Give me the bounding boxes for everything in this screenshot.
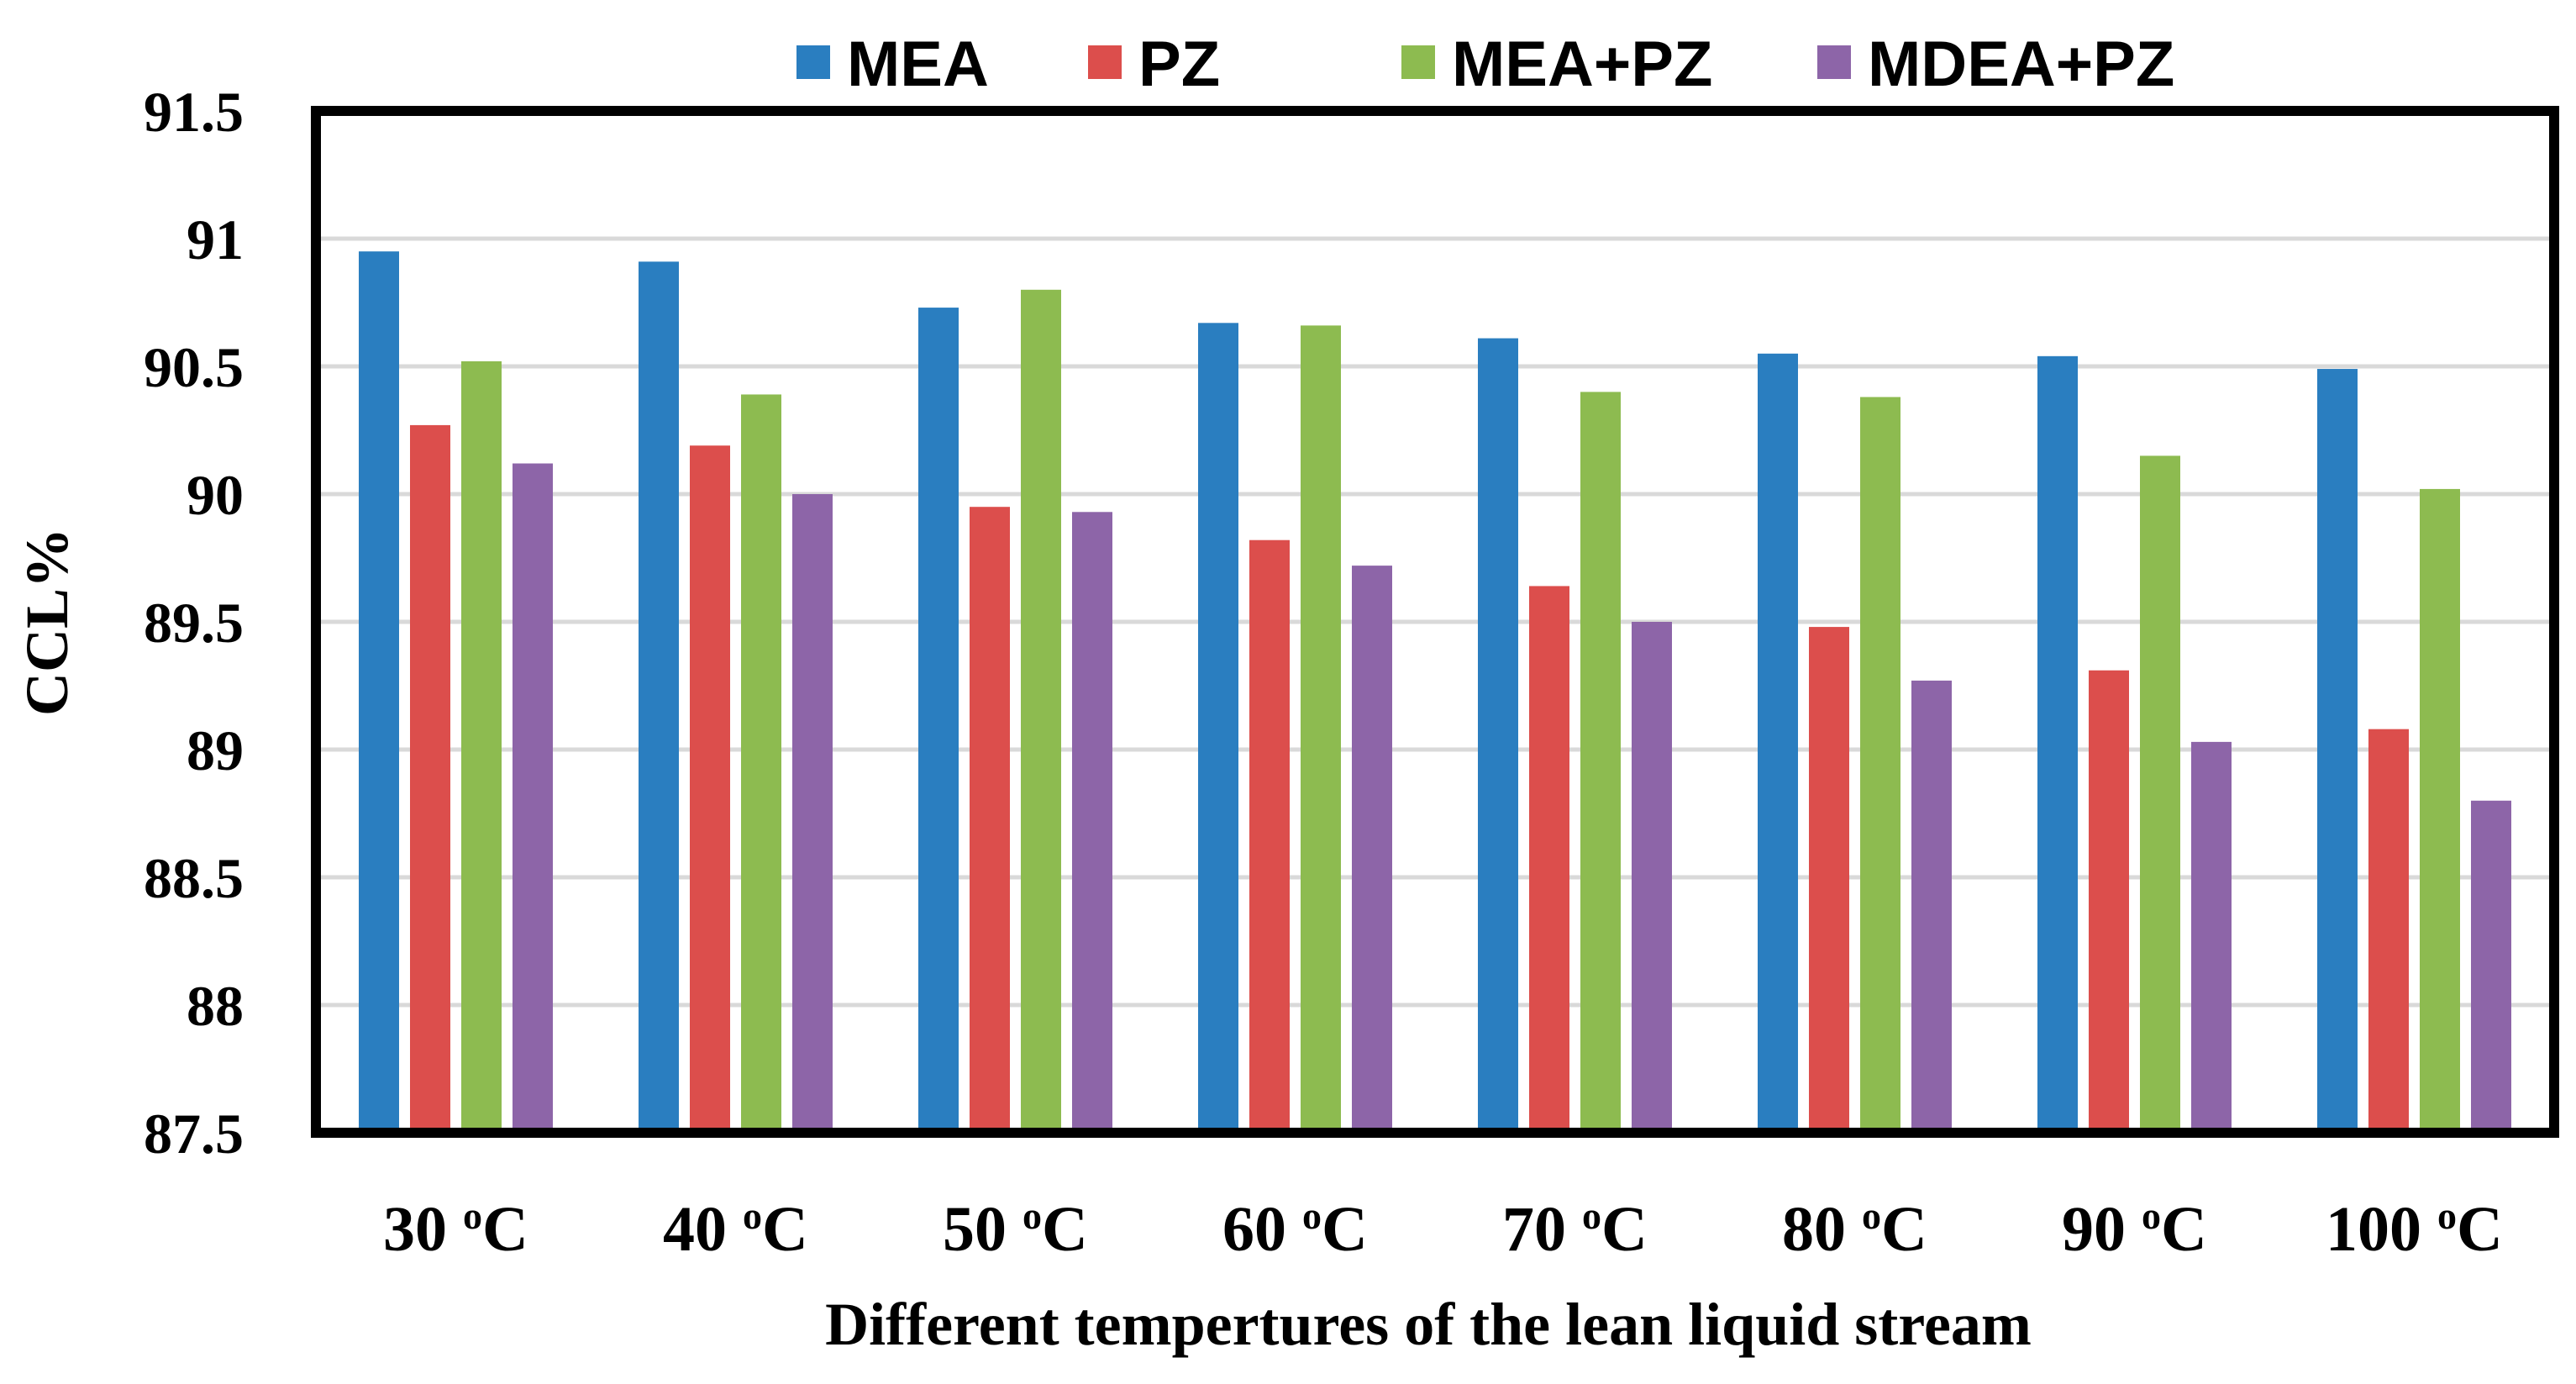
bar-mea-plus-pz <box>2140 455 2180 1133</box>
bar-mea-plus-pz <box>1021 289 1061 1133</box>
x-tick-label: 70 oC <box>1502 1194 1648 1265</box>
bar-mdea-plus-pz <box>513 463 553 1133</box>
bar-pz <box>1529 586 1569 1133</box>
bar-mea <box>639 261 679 1133</box>
bar-mea <box>2317 369 2358 1133</box>
x-axis-ticks: 30 oC 40 oC 50 oC 60 oC 70 oC 80 oC 90 oC 100 o… <box>383 1194 2503 1265</box>
x-tick-label: 90 oC <box>2062 1194 2207 1265</box>
bar-mea-plus-pz <box>1860 397 1900 1134</box>
y-tick-label: 88 <box>187 974 244 1038</box>
bar-mdea-plus-pz <box>1352 566 1392 1133</box>
bar-mdea-plus-pz <box>2471 800 2511 1133</box>
legend-swatch <box>1088 45 1122 79</box>
bar-mea-plus-pz <box>461 360 502 1133</box>
y-tick-label: 89 <box>187 718 244 782</box>
bar-mea <box>1478 338 1518 1133</box>
bar-mea <box>359 251 399 1134</box>
x-axis-title: Different tempertures of the lean liquid… <box>825 1291 2032 1358</box>
bar-pz <box>1809 627 1849 1133</box>
legend-label: MEA+PZ <box>1452 29 1712 100</box>
bar-mdea-plus-pz <box>1632 622 1672 1133</box>
bar-pz <box>410 424 450 1133</box>
y-tick-label: 91.5 <box>144 80 244 144</box>
y-tick-label: 88.5 <box>144 846 244 910</box>
legend-swatch <box>1817 45 1851 79</box>
x-tick-label: 100 oC <box>2326 1194 2503 1265</box>
bar-mea-plus-pz <box>741 394 781 1133</box>
y-axis-ticks: 87.5 88 88.5 89 89.5 90 90.5 91 91.5 <box>144 80 244 1166</box>
bar-pz <box>970 507 1010 1133</box>
bars <box>359 251 2511 1134</box>
bar-pz <box>2368 729 2409 1133</box>
x-tick-label: 80 oC <box>1782 1194 1927 1265</box>
bar-mea <box>1758 353 1798 1133</box>
legend-swatch <box>796 45 830 79</box>
y-tick-label: 89.5 <box>144 591 244 655</box>
bar-mdea-plus-pz <box>1072 512 1112 1133</box>
legend-label: MDEA+PZ <box>1868 29 2174 100</box>
y-tick-label: 90 <box>187 463 244 527</box>
bar-pz <box>1249 539 1290 1133</box>
bar-pz <box>2089 670 2129 1133</box>
y-axis-title: CCL% <box>13 528 81 716</box>
bar-mdea-plus-pz <box>1911 680 1952 1133</box>
x-tick-label: 50 oC <box>943 1194 1088 1265</box>
x-tick-label: 40 oC <box>663 1194 808 1265</box>
bar-mea-plus-pz <box>2420 488 2460 1133</box>
legend: MEA PZ MEA+PZ MDEA+PZ <box>796 29 2174 100</box>
y-tick-label: 91 <box>187 208 244 271</box>
legend-swatch <box>1401 45 1435 79</box>
x-tick-label: 60 oC <box>1222 1194 1368 1265</box>
bar-mea <box>918 308 959 1134</box>
bar-mea <box>2037 355 2078 1134</box>
bar-mea-plus-pz <box>1580 392 1621 1133</box>
bar-pz <box>690 445 730 1133</box>
y-tick-label: 90.5 <box>144 335 244 399</box>
plot-area-border <box>311 106 2559 1138</box>
x-tick-label: 30 oC <box>383 1194 528 1265</box>
legend-label: PZ <box>1138 29 1220 100</box>
bar-mea-plus-pz <box>1301 325 1341 1133</box>
legend-label: MEA <box>847 29 989 100</box>
y-tick-label: 87.5 <box>144 1102 244 1166</box>
bar-mdea-plus-pz <box>792 494 833 1133</box>
bar-mea <box>1198 323 1238 1133</box>
bar-mdea-plus-pz <box>2191 741 2232 1133</box>
